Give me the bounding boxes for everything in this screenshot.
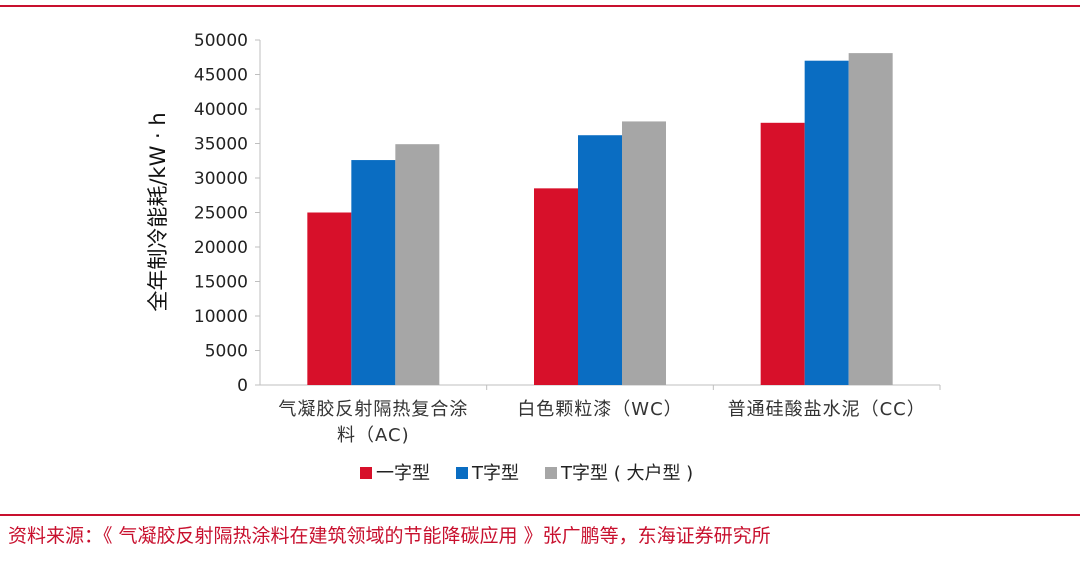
y-tick-label: 40000: [194, 100, 248, 120]
bar: [534, 188, 578, 385]
legend-label: T字型: [471, 463, 519, 484]
bar-chart: 0 5000 10000 15000 20000 25000 30000 35000 40000…: [146, 31, 941, 484]
bar: [578, 135, 622, 385]
bar: [804, 60, 849, 385]
legend-label: T字型 ( 大户型 ): [560, 463, 693, 484]
bar: [622, 121, 666, 386]
legend-swatch: [360, 467, 372, 479]
y-tick-label: 30000: [194, 169, 248, 189]
y-tick-label: 50000: [194, 31, 248, 51]
legend-label: 一字型: [376, 463, 430, 484]
y-axis-title: 全年制冷能耗/kW · h: [146, 112, 170, 311]
bar: [307, 212, 352, 385]
y-tick-label: 10000: [194, 307, 248, 327]
source-note: 资料来源：《 气凝胶反射隔热涂料在建筑领域的节能降碳应用 》张广鹏等，东海证券研…: [8, 525, 771, 547]
x-category-label: 白色颗粒漆（WC）: [517, 399, 682, 420]
bottom-rule: [0, 514, 1080, 516]
y-tick-label: 20000: [194, 238, 248, 258]
y-tick-label: 35000: [194, 135, 248, 155]
x-category-label: 普通硅酸盐水泥（CC）: [728, 399, 926, 420]
x-category-label: 料（AC): [337, 425, 410, 446]
legend-swatch: [545, 467, 557, 479]
bar: [848, 53, 893, 386]
x-category-label: 气凝胶反射隔热复合涂: [278, 399, 468, 420]
y-tick-label: 45000: [194, 66, 248, 86]
bar: [395, 144, 440, 385]
y-tick-label: 5000: [205, 342, 248, 362]
y-tick-label: 15000: [194, 273, 248, 293]
legend-swatch: [456, 467, 468, 479]
y-tick-label: 0: [237, 376, 248, 396]
top-rule: [0, 5, 1080, 7]
bar: [351, 160, 396, 385]
y-tick-label: 25000: [194, 204, 248, 224]
bar: [760, 122, 805, 386]
